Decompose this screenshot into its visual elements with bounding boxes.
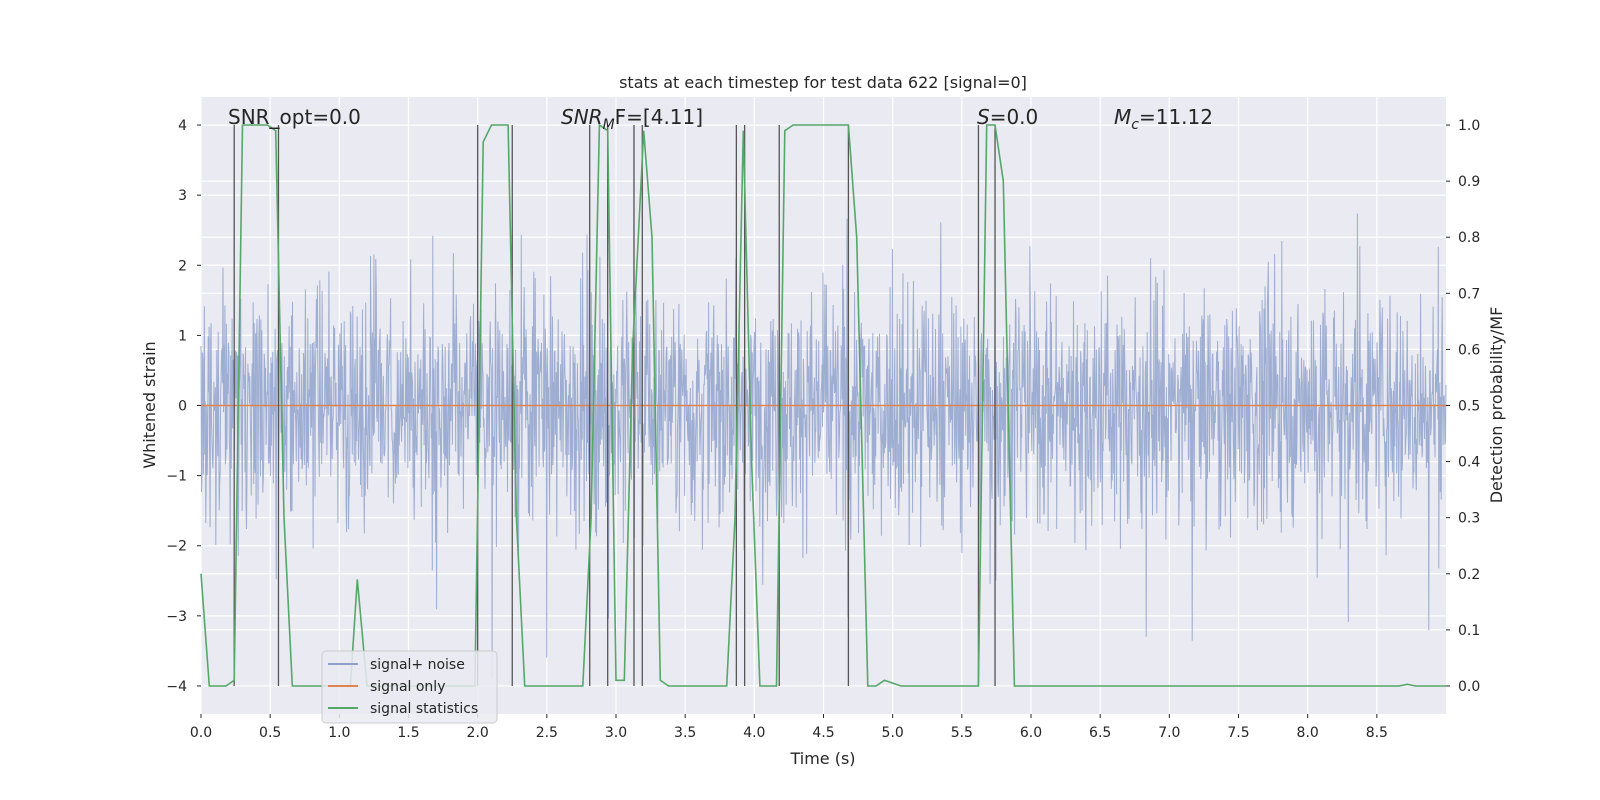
left-y-axis-ticks: 4 3 2 1 0 −1 −2 −3 −4	[166, 118, 201, 695]
annotation-mc-sub: c	[1131, 117, 1139, 133]
y-axis-label-right: Detection probability/MF	[1487, 307, 1506, 504]
y-left-tick-label-3: 1	[178, 328, 187, 344]
y-left-tick-label-8: −4	[166, 679, 187, 695]
annotation-snr-mf: SNRMF=[4.11]	[561, 105, 703, 133]
y-right-tick-label-4: 0.6	[1458, 342, 1480, 358]
x-tick-label-14: 7.0	[1158, 725, 1180, 741]
right-y-axis-ticks: 1.0 0.9 0.8 0.7 0.6 0.5 0.4 0.3 0.2 0.1 0.0	[1446, 118, 1480, 695]
x-tick-label-13: 6.5	[1089, 725, 1111, 741]
legend-label-signal-statistics: signal statistics	[370, 701, 478, 717]
y-right-tick-label-1: 0.9	[1458, 174, 1480, 190]
x-tick-label-11: 5.5	[951, 725, 973, 741]
vertical-markers	[233, 125, 996, 686]
x-tick-label-2: 1.0	[328, 725, 350, 741]
x-tick-label-12: 6.0	[1020, 725, 1042, 741]
y-left-tick-label-2: 2	[178, 258, 187, 274]
x-axis-ticks: 0.0 0.5 1.0 1.5 2.0 2.5 3.0 3.5 4.0 4.5 5.0 5.5 6.0 6…	[190, 714, 1388, 741]
y-left-tick-label-7: −3	[166, 609, 187, 625]
y-right-tick-label-0: 1.0	[1458, 118, 1480, 134]
x-tick-label-15: 7.5	[1227, 725, 1249, 741]
signal-statistics-series	[200, 123, 1446, 687]
annotation-snr-mf-main: SNR	[561, 105, 603, 129]
x-tick-label-3: 1.5	[397, 725, 419, 741]
x-axis-label: Time (s)	[789, 749, 855, 768]
x-tick-label-10: 5.0	[882, 725, 904, 741]
annotation-s-main: S	[977, 105, 990, 129]
annotation-snr-opt: SNR_opt=0.0	[228, 105, 361, 129]
x-tick-label-9: 4.5	[812, 725, 834, 741]
annotation-snr-mf-rest: F=[4.11]	[615, 105, 703, 129]
y-right-tick-label-8: 0.2	[1458, 567, 1480, 583]
annotation-mc: Mc=11.12	[1114, 105, 1213, 133]
chart-title: stats at each timestep for test data 622…	[619, 73, 1027, 92]
y-right-tick-label-10: 0.0	[1458, 679, 1480, 695]
legend-label-signal-only: signal only	[370, 679, 445, 695]
annotation-mc-main: M	[1114, 105, 1131, 129]
annotation-mc-rest: =11.12	[1139, 105, 1213, 129]
x-tick-label-8: 4.0	[743, 725, 765, 741]
y-axis-label-left: Whitened strain	[140, 341, 159, 468]
y-right-tick-label-7: 0.3	[1458, 511, 1480, 527]
legend-label-signal-noise: signal+ noise	[370, 657, 465, 673]
y-right-tick-label-6: 0.4	[1458, 455, 1480, 471]
signal-noise-line	[200, 213, 1447, 679]
x-tick-label-6: 3.0	[605, 725, 627, 741]
y-right-tick-label-9: 0.1	[1458, 623, 1480, 639]
y-right-tick-label-3: 0.7	[1458, 286, 1480, 302]
x-tick-label-1: 0.5	[259, 725, 281, 741]
x-tick-label-17: 8.5	[1366, 725, 1388, 741]
signal-noise-series	[200, 213, 1447, 679]
y-left-tick-label-5: −1	[166, 469, 187, 485]
y-left-tick-label-1: 3	[178, 188, 187, 204]
annotation-s: S=0.0	[977, 105, 1038, 129]
legend: signal+ noise signal only signal statist…	[321, 650, 498, 724]
x-tick-label-5: 2.5	[536, 725, 558, 741]
x-tick-label-16: 8.0	[1297, 725, 1319, 741]
x-tick-label-4: 2.0	[467, 725, 489, 741]
annotation-snr-mf-sub: M	[603, 117, 615, 133]
annotation-s-rest: =0.0	[990, 105, 1039, 129]
y-right-tick-label-5: 0.5	[1458, 399, 1480, 415]
y-left-tick-label-4: 0	[178, 399, 187, 415]
y-left-tick-label-6: −2	[166, 539, 187, 555]
x-tick-label-7: 3.5	[674, 725, 696, 741]
x-tick-label-0: 0.0	[190, 725, 212, 741]
y-left-tick-label-0: 4	[178, 118, 187, 134]
signal-statistics-line	[200, 123, 1446, 687]
legend-box	[321, 650, 498, 724]
y-right-tick-label-2: 0.8	[1458, 230, 1480, 246]
